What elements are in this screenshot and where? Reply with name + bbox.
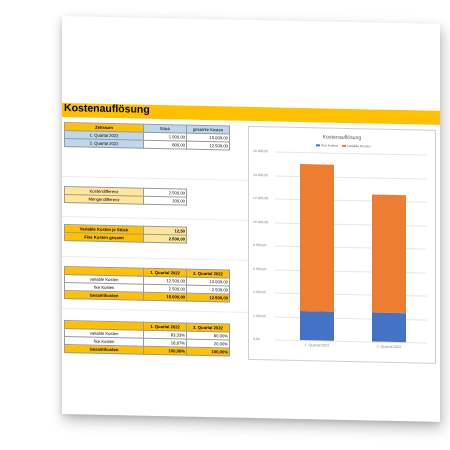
cost-split-table: 1. Quartal 2022 2. Quartal 2022 variable… <box>64 266 230 303</box>
chart-gridline <box>275 174 427 179</box>
x-tick-label: 2. Quartal 2022 <box>376 344 402 350</box>
y-tick-label: 2.000,00 <box>253 313 267 318</box>
row-label: 2. Quartal 2022 <box>64 138 144 149</box>
y-tick-label: 14.000,00 <box>253 172 269 177</box>
plot-area <box>249 127 435 131</box>
row-label: Gesamtkosten <box>64 344 144 355</box>
grid-line <box>62 176 252 181</box>
y-tick-label: 10.000,00 <box>253 219 269 224</box>
table-cell: 12.500,00 <box>186 141 230 151</box>
bar-segment-fixe[interactable] <box>300 310 334 341</box>
quarter-costs-table: Zeitraum Stück gesamte Kosten 1. Quartal… <box>64 122 230 151</box>
y-tick-label: 4.000,00 <box>253 290 267 295</box>
row-label: Gesamtkosten <box>64 290 144 301</box>
table-row: Fixe Kosten gesamt 2.500,00 <box>64 232 187 244</box>
row-label: Mengendifferenz <box>64 194 144 205</box>
header-cell: 2. Quartal 2022 <box>186 269 230 279</box>
chart-gridline <box>275 151 427 156</box>
row-label: Fixe Kosten gesamt <box>64 232 144 243</box>
header-cell: gesamte Kosten <box>186 125 230 135</box>
grid-line <box>62 308 252 313</box>
table-cell: 800,00 <box>143 140 187 150</box>
spreadsheet-page: Kostenauflösung Zeitraum Stück gesamte K… <box>62 16 440 422</box>
legend-label-fixe: fixe Kosten <box>321 143 339 148</box>
table-cell: 15.000,00 <box>143 292 187 302</box>
page-title: Kostenauflösung <box>64 102 150 116</box>
grid-line <box>62 256 252 261</box>
cost-percentage-table: 1. Quartal 2022 2. Quartal 2022 variable… <box>64 320 230 357</box>
header-cell: 2. Quartal 2022 <box>186 323 230 333</box>
grid-line <box>62 216 252 221</box>
table-cell: 12.500,00 <box>186 293 230 303</box>
y-tick-label: 12.000,00 <box>253 196 269 201</box>
differences-table: Kostendifferenz 2.500,00 Mengendifferenz… <box>64 186 187 206</box>
header-cell: 1. Quartal 2022 <box>143 322 187 332</box>
legend-label-variable: variable Kosten <box>347 143 371 149</box>
header-cell: 1. Quartal 2022 <box>143 268 187 278</box>
table-cell: 200,00 <box>143 196 187 206</box>
y-tick-label: 6.000,00 <box>253 266 267 271</box>
y-tick-label: 16.000,00 <box>253 149 269 154</box>
bar-segment-variable[interactable] <box>300 163 334 312</box>
bar-segment-variable[interactable] <box>372 194 406 313</box>
variable-fixed-table: Variable Kosten je Stück 12,50 Fixe Kost… <box>64 224 187 244</box>
table-cell: 2.500,00 <box>143 234 187 244</box>
bar-segment-fixe[interactable] <box>372 312 406 343</box>
legend-swatch-variable <box>342 144 347 148</box>
y-tick-label: 8.000,00 <box>253 243 267 248</box>
legend-swatch-fixe <box>316 144 321 147</box>
y-tick-label: 0,00 <box>253 337 260 342</box>
stacked-bar-chart[interactable]: Kostenauflösung fixe Kosten variable Kos… <box>248 125 436 364</box>
table-cell: 100,00% <box>143 346 187 356</box>
chart-title: Kostenauflösung <box>322 134 362 142</box>
x-tick-label: 1. Quartal 2022 <box>304 343 330 348</box>
table-cell: 100,00% <box>186 347 230 357</box>
